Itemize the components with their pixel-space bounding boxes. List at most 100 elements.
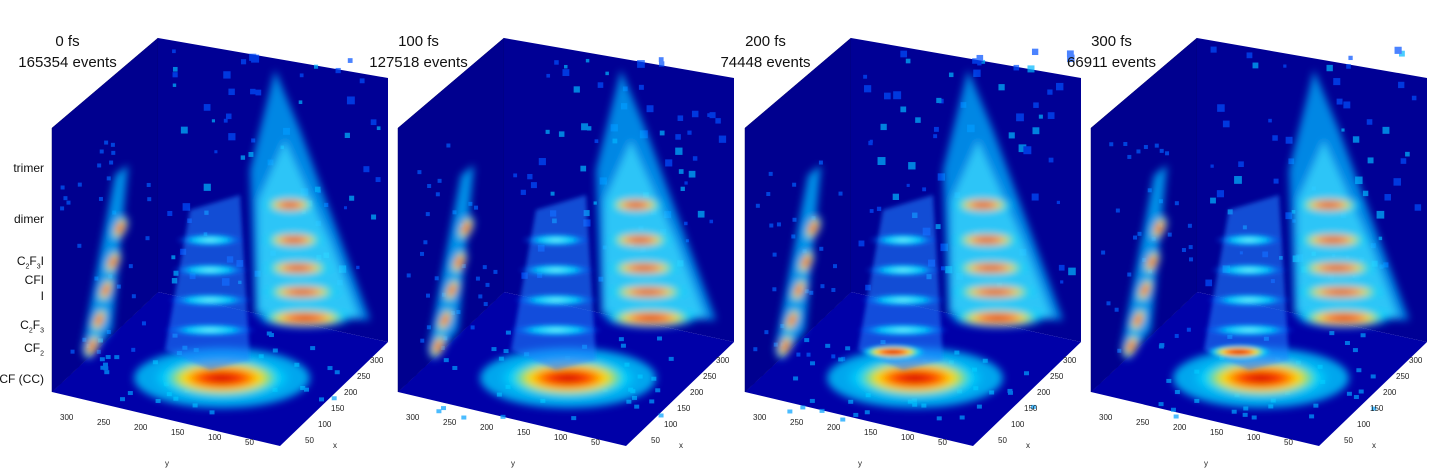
x-tick-label: 250 (357, 372, 371, 381)
x-tick-label: 250 (1396, 372, 1410, 381)
y-tick-label: 200 (1173, 423, 1187, 432)
x-tick-label: 200 (344, 388, 358, 397)
back-wall-projection (596, 70, 716, 328)
x-tick-label: 150 (1370, 404, 1384, 413)
left-wall-projection (1121, 165, 1168, 360)
back-wall-projection (1289, 70, 1409, 328)
y-tick-label: 150 (517, 428, 531, 437)
y-tick-label: 100 (554, 433, 568, 442)
x-tick-label: 150 (331, 404, 345, 413)
species-label-c2f3i: C2F3I (16, 254, 44, 271)
back-wall-projection (250, 70, 370, 328)
panel-title: 200 fs 74448 events (703, 31, 828, 73)
y-axis: 300 250 200 150 100 50 y (1099, 413, 1293, 468)
y-tick-label: 100 (1247, 433, 1261, 442)
x-tick-label: 100 (1011, 420, 1025, 429)
panel-title: 300 fs 66911 events (1049, 31, 1174, 73)
species-label-cf2: CF2 (24, 341, 44, 358)
histogram-cube: 300 250 200 150 100 50 y 50 100 150 200 250 300 x (744, 37, 1081, 468)
y-tick-label: 250 (443, 418, 457, 427)
x-tick-label: 50 (1344, 436, 1353, 445)
y-axis: 300 250 200 150 100 50 y (406, 413, 600, 468)
y-tick-label: 300 (753, 413, 767, 422)
events-label: 127518 events (369, 54, 468, 71)
x-tick-label: 100 (664, 420, 678, 429)
time-label: 100 fs (398, 33, 439, 50)
panel-title: 100 fs 127518 events (356, 31, 481, 73)
central-column (1202, 195, 1296, 370)
histogram-cube: 300 250 200 150 100 50 y 50 100 150 200 250 300 x (1090, 37, 1427, 468)
y-axis-label: y (165, 459, 169, 468)
y-axis: 300 250 200 150 100 50 y (60, 413, 254, 468)
x-tick-label: 200 (1037, 388, 1051, 397)
y-tick-label: 200 (480, 423, 494, 432)
x-axis-label: x (1026, 441, 1030, 450)
x-tick-label: 100 (1357, 420, 1371, 429)
y-tick-label: 250 (1136, 418, 1150, 427)
floor-projection (1173, 348, 1349, 408)
x-tick-label: 300 (370, 356, 384, 365)
panel-title: 0 fs 165354 events (10, 31, 125, 73)
x-tick-label: 150 (1024, 404, 1038, 413)
y-axis-label: y (858, 459, 862, 468)
x-axis: 50 100 150 200 250 300 x (305, 356, 384, 450)
left-wall-projection (775, 165, 822, 360)
x-tick-label: 300 (1409, 356, 1423, 365)
x-tick-label: 100 (318, 420, 332, 429)
y-tick-label: 150 (1210, 428, 1224, 437)
events-label: 74448 events (720, 54, 811, 71)
histogram-cube: 300 250 200 150 100 50 y 50 100 150 200 250 300 x (51, 37, 388, 468)
x-tick-label: 200 (690, 388, 704, 397)
y-axis-label: y (1204, 459, 1208, 468)
y-tick-label: 100 (208, 433, 222, 442)
y-tick-label: 300 (60, 413, 74, 422)
back-wall-projection (943, 70, 1063, 328)
histogram-cube: 300 250 200 150 100 50 y 50 100 150 200 250 300 x (397, 37, 734, 468)
central-column (509, 195, 603, 370)
central-column (856, 195, 950, 370)
y-tick-label: 200 (827, 423, 841, 432)
left-wall-projection (82, 165, 129, 360)
x-axis-label: x (679, 441, 683, 450)
floor-projection (827, 348, 1003, 408)
x-tick-label: 50 (305, 436, 314, 445)
x-axis-label: x (1372, 441, 1376, 450)
y-tick-label: 200 (134, 423, 148, 432)
y-tick-label: 250 (790, 418, 804, 427)
central-column (163, 195, 257, 370)
time-label: 0 fs (55, 33, 80, 50)
y-tick-label: 50 (1284, 438, 1293, 447)
y-axis: 300 250 200 150 100 50 y (753, 413, 947, 468)
y-tick-label: 50 (245, 438, 254, 447)
species-label-dimer: dimer (13, 212, 44, 226)
x-tick-label: 250 (703, 372, 717, 381)
x-axis-label: x (333, 441, 337, 450)
left-wall-projection (428, 165, 475, 360)
x-tick-label: 250 (1050, 372, 1064, 381)
x-axis: 50 100 150 200 250 300 x (651, 356, 730, 450)
y-tick-label: 150 (171, 428, 185, 437)
x-axis: 50 100 150 200 250 300 x (998, 356, 1077, 450)
y-tick-label: 50 (938, 438, 947, 447)
histogram-panel-0fs: 0 fs 165354 events 300 250 200 150 100 50 y 50 1… (0, 0, 388, 474)
x-tick-label: 50 (998, 436, 1007, 445)
y-tick-label: 50 (591, 438, 600, 447)
histogram-panel-100fs: 100 fs 127518 events 300 250 200 150 100 50 y 5… (346, 0, 734, 474)
y-axis-label: y (511, 459, 515, 468)
x-tick-label: 150 (677, 404, 691, 413)
x-axis: 50 100 150 200 250 300 x (1344, 356, 1423, 450)
species-label-cfi: CFI (24, 273, 44, 287)
species-label-trimer: trimer (13, 161, 44, 175)
species-labels: trimer dimer C2F3I CFI I C2F3 CF2 CF (CC… (0, 0, 60, 474)
events-label: 66911 events (1067, 54, 1156, 71)
floor-projection (134, 348, 310, 408)
species-label-i: I (40, 289, 44, 303)
y-tick-label: 250 (97, 418, 111, 427)
time-label: 200 fs (745, 33, 786, 50)
y-tick-label: 300 (1099, 413, 1113, 422)
histogram-panel-300fs: 300 fs 66911 events 300 250 200 150 100 50 y 50… (1039, 0, 1427, 474)
x-tick-label: 300 (716, 356, 730, 365)
y-tick-label: 150 (864, 428, 878, 437)
x-tick-label: 200 (1383, 388, 1397, 397)
events-label: 165354 events (18, 54, 117, 71)
